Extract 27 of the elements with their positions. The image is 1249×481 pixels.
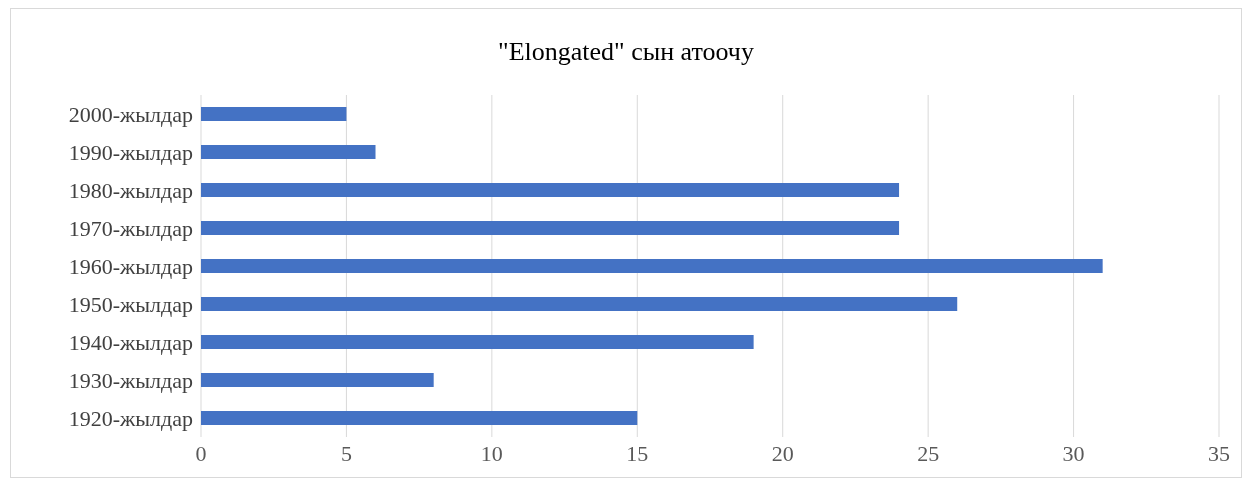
x-tick-label: 30 xyxy=(1062,440,1085,466)
y-tick-label: 1960-жылдар xyxy=(68,253,193,279)
bar xyxy=(201,411,638,425)
y-tick-label: 1980-жылдар xyxy=(68,177,193,203)
y-tick-label: 1920-жылдар xyxy=(68,405,193,431)
bar xyxy=(201,373,434,387)
y-tick-label: 1950-жылдар xyxy=(68,291,193,317)
bar xyxy=(201,107,347,121)
bar xyxy=(201,183,900,197)
chart-title: "Elongated" сын атоочу xyxy=(497,36,755,68)
bar xyxy=(201,259,1103,273)
x-tick-label: 5 xyxy=(340,440,352,466)
x-tick-label: 15 xyxy=(626,440,649,466)
x-tick-label: 25 xyxy=(917,440,940,466)
y-tick-label: 1940-жылдар xyxy=(68,329,193,355)
bar xyxy=(201,145,376,159)
x-tick-label: 20 xyxy=(771,440,794,466)
bar xyxy=(201,221,900,235)
x-tick-label: 0 xyxy=(195,440,207,466)
bar xyxy=(201,335,754,349)
y-tick-label: 1990-жылдар xyxy=(68,139,193,165)
y-tick-label: 1970-жылдар xyxy=(68,215,193,241)
bar xyxy=(201,297,958,311)
x-tick-label: 35 xyxy=(1208,440,1230,466)
y-tick-label: 2000-жылдар xyxy=(68,101,193,127)
y-tick-label: 1930-жылдар xyxy=(68,367,193,393)
x-tick-label: 10 xyxy=(480,440,503,466)
